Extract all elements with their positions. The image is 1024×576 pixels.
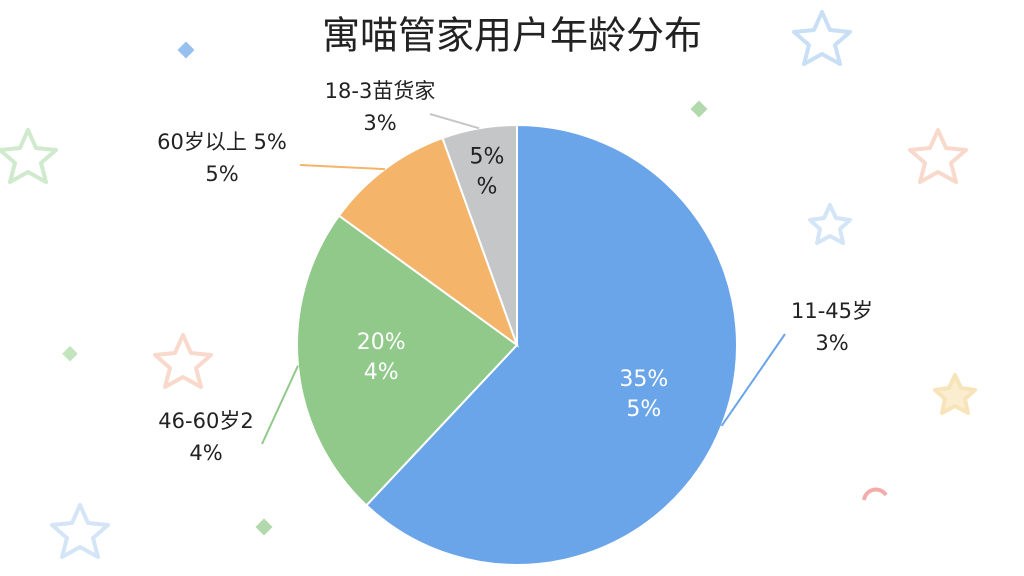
pie-slice — [337, 136, 520, 348]
inner-label: % — [476, 175, 497, 200]
inner-label: 20% — [357, 330, 406, 355]
category-label: 11-45岁 — [791, 299, 873, 323]
category-label: 18-3苗货家 — [325, 79, 436, 103]
inner-label: 5% — [469, 145, 504, 170]
chart-title: 寓喵管家用户年龄分布 — [322, 14, 702, 58]
leader-line — [429, 113, 480, 130]
outer-label: 3% — [363, 111, 396, 135]
inner-label: 4% — [364, 360, 399, 385]
outer-label: 3% — [815, 331, 848, 355]
outer-label: 4% — [189, 441, 222, 465]
decoration — [0, 10, 977, 559]
decoration-dots — [62, 41, 888, 536]
inner-label: 5% — [626, 397, 661, 422]
category-label: 60岁以上 5% — [157, 130, 287, 154]
leader-line — [299, 164, 385, 171]
leader-line — [720, 333, 786, 427]
inner-label: 35% — [619, 367, 668, 392]
pie-slice — [441, 123, 518, 346]
outer-label: 5% — [205, 162, 238, 186]
leader-line — [261, 365, 299, 445]
pie-slice — [296, 214, 519, 507]
category-label: 46-60岁2 — [158, 409, 253, 433]
